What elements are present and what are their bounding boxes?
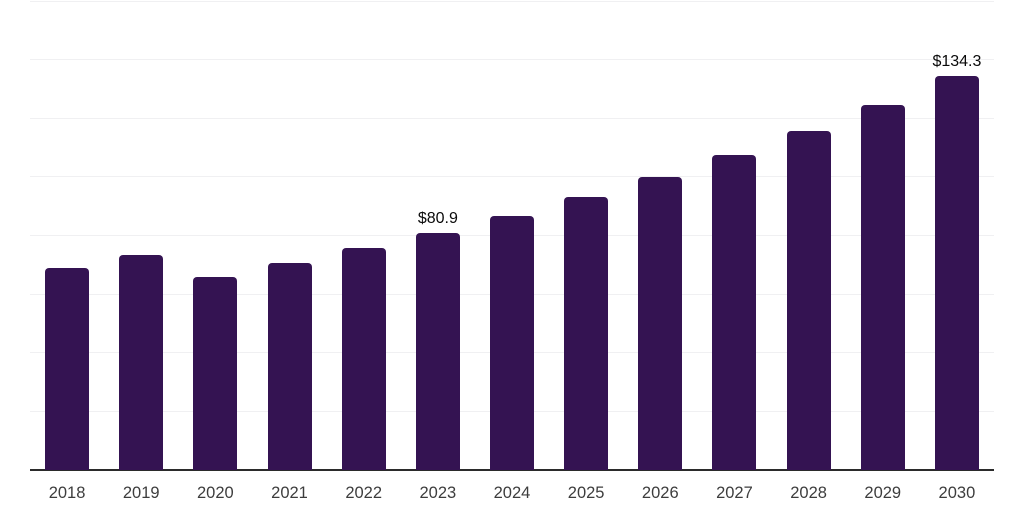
x-tick-2022: 2022 (345, 484, 383, 502)
gridline-100 (30, 176, 994, 178)
bar-value-label-2030: $134.3 (932, 53, 982, 71)
x-tick-2020: 2020 (197, 484, 234, 502)
x-tick-2018: 2018 (48, 484, 86, 502)
bar-2018 (45, 268, 90, 470)
bar-value-label-2023: $80.9 (417, 209, 458, 227)
x-axis-line (30, 469, 994, 471)
bar-2021 (267, 263, 312, 470)
x-tick-2024: 2024 (493, 484, 531, 502)
x-tick-2019: 2019 (122, 484, 160, 502)
bar-2028 (786, 130, 831, 470)
x-tick-2029: 2029 (864, 484, 902, 502)
x-tick-2023: 2023 (419, 484, 457, 502)
x-tick-2025: 2025 (567, 484, 605, 502)
bar-2030 (934, 76, 979, 470)
bar-2022 (341, 248, 386, 470)
x-tick-2026: 2026 (641, 484, 679, 502)
bar-2019 (119, 255, 164, 470)
bar-2027 (712, 154, 757, 470)
x-tick-2030: 2030 (938, 484, 976, 502)
x-tick-2028: 2028 (790, 484, 827, 502)
bar-2029 (860, 105, 905, 470)
plot-area: $80.9 $134.3 (30, 0, 994, 471)
x-axis: 2018 2019 2020 2021 2022 2023 2024 2025 2026 2027… (30, 483, 994, 503)
bar-2026 (638, 177, 683, 470)
gridline-140 (30, 59, 994, 61)
gridline-120 (30, 117, 994, 119)
bar-2025 (564, 197, 609, 470)
bar-2024 (490, 216, 534, 470)
x-tick-2027: 2027 (716, 484, 753, 502)
bar-2020 (193, 277, 238, 470)
bar-2023 (415, 232, 460, 470)
gridline-160 (30, 0, 994, 2)
x-tick-2021: 2021 (271, 484, 308, 502)
